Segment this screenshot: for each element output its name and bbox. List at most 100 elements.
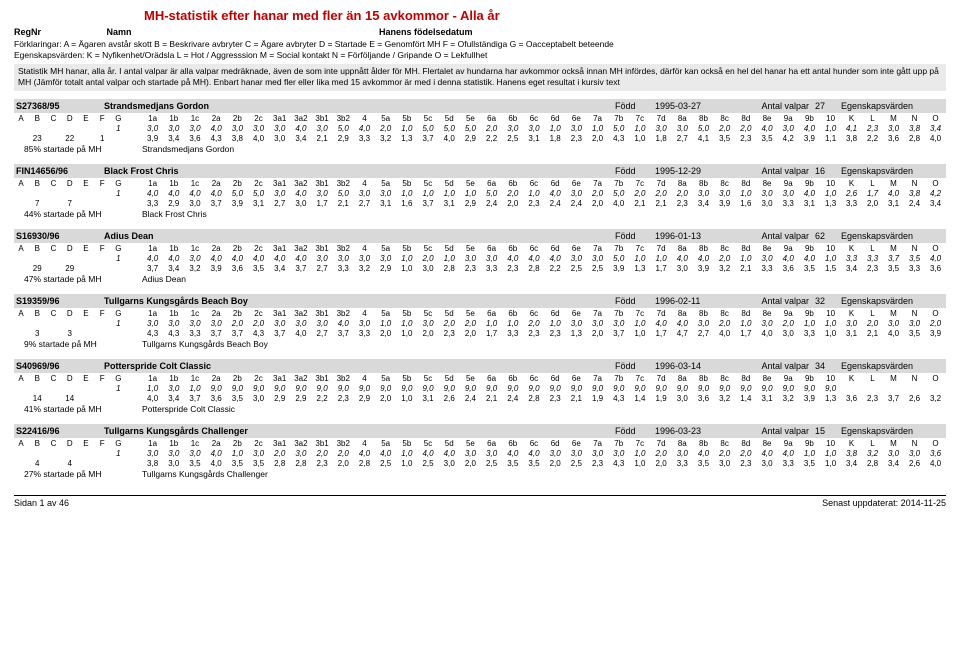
dog-header: S22416/96Tullgarns Kungsgårds Challenger… xyxy=(14,424,946,438)
cell: 3,0 xyxy=(587,254,608,263)
cell: 3,3 xyxy=(799,329,820,338)
dog-name: Tullgarns Kungsgårds Beach Boy xyxy=(104,296,615,306)
data-col: 5e xyxy=(460,309,481,318)
data-col: 5a xyxy=(375,114,396,123)
data-col: 8d xyxy=(735,179,756,188)
data-col: 6a xyxy=(481,374,502,383)
cell: 4,0 xyxy=(206,254,227,263)
cell: 4,0 xyxy=(756,449,777,458)
data-col: 10 xyxy=(820,309,841,318)
cell: 1,7 xyxy=(651,329,672,338)
cell: 4,0 xyxy=(290,189,311,198)
cell: 2,6 xyxy=(439,394,460,403)
valpar-label: Antal valpar xyxy=(735,361,815,371)
cell: 3,2 xyxy=(714,264,735,273)
valpar-value: 16 xyxy=(815,166,841,176)
cell: 3,0 xyxy=(756,459,777,468)
cell: 3,0 xyxy=(290,449,311,458)
data-col: 1a xyxy=(142,179,163,188)
data-col: 3b1 xyxy=(312,244,333,253)
cell: 3,0 xyxy=(184,449,205,458)
cell: 4,0 xyxy=(799,124,820,133)
tail-cell: 3,0 xyxy=(841,319,862,328)
tail-cell: 4,0 xyxy=(883,189,904,198)
lead-val xyxy=(14,329,28,338)
cell: 3,5 xyxy=(248,459,269,468)
pct-row: 44% startade på MHBlack Frost Chris xyxy=(14,209,946,219)
data-col: 8e xyxy=(756,309,777,318)
cell: 4,0 xyxy=(502,254,523,263)
tail-col: M xyxy=(883,309,904,318)
cell: 1,7 xyxy=(651,264,672,273)
cell: 1,0 xyxy=(735,254,756,263)
cell: 3,7 xyxy=(206,329,227,338)
lead-col: F xyxy=(95,244,109,253)
data-col: 5c xyxy=(417,439,438,448)
cell: 2,0 xyxy=(651,459,672,468)
cell: 2,0 xyxy=(714,319,735,328)
lead-val xyxy=(95,189,109,198)
tail-col: K xyxy=(841,244,862,253)
tail-cell: 2,0 xyxy=(862,319,883,328)
data-col: 5d xyxy=(439,244,460,253)
pct-text: 27% startade på MH xyxy=(14,469,142,479)
lead-val xyxy=(46,254,60,263)
cell: 5,0 xyxy=(460,124,481,133)
cell: 3,1 xyxy=(523,134,544,143)
lead-col: B xyxy=(30,439,44,448)
data-col: 3b1 xyxy=(312,374,333,383)
lead-val xyxy=(79,124,93,133)
lead-val xyxy=(30,189,44,198)
tail-cell xyxy=(904,384,925,393)
pct-text: 41% startade på MH xyxy=(14,404,142,414)
cell: 3,0 xyxy=(333,254,354,263)
lead-val xyxy=(79,134,93,143)
data-col: 5d xyxy=(439,114,460,123)
cell: 2,0 xyxy=(523,319,544,328)
cell: 2,0 xyxy=(714,254,735,263)
cell: 3,0 xyxy=(163,384,184,393)
cell: 3,1 xyxy=(375,199,396,208)
tail-cell: 3,8 xyxy=(904,189,925,198)
cell: 9,0 xyxy=(629,384,650,393)
lead-val: 29 xyxy=(63,264,77,273)
lead-col: E xyxy=(79,179,93,188)
tail-cell: 4,0 xyxy=(925,134,946,143)
cell: 3,0 xyxy=(439,459,460,468)
dog-regnr: S40969/96 xyxy=(14,361,104,371)
dog-header: S40969/96Potterspride Colt ClassicFödd19… xyxy=(14,359,946,373)
cell: 9,0 xyxy=(439,384,460,393)
cell: 2,0 xyxy=(417,329,438,338)
data-col: 1c xyxy=(184,309,205,318)
lead-val xyxy=(79,384,93,393)
tail-cell: 3,9 xyxy=(925,329,946,338)
cell: 3,5 xyxy=(248,264,269,273)
cell: 2,5 xyxy=(502,134,523,143)
cell: 2,3 xyxy=(523,199,544,208)
cell: 1,6 xyxy=(735,199,756,208)
cell: 4,0 xyxy=(227,254,248,263)
tail-col: M xyxy=(883,374,904,383)
lead-val xyxy=(111,329,125,338)
data-col: 2c xyxy=(248,309,269,318)
pct-row: 41% startade på MHPotterspride Colt Clas… xyxy=(14,404,946,414)
cell: 2,3 xyxy=(439,329,460,338)
cell: 3,3 xyxy=(672,459,693,468)
data-col: 3b1 xyxy=(312,309,333,318)
lead-col: D xyxy=(63,179,77,188)
cell: 4,3 xyxy=(142,329,163,338)
data-col: 5b xyxy=(396,374,417,383)
cell: 2,0 xyxy=(375,394,396,403)
cell: 1,9 xyxy=(651,394,672,403)
tail-cell xyxy=(841,384,862,393)
egenskap-label: Egenskapsvärden xyxy=(841,296,946,306)
cell: 4,0 xyxy=(290,254,311,263)
lead-val: 7 xyxy=(63,199,77,208)
cell: 3,2 xyxy=(375,134,396,143)
cell: 2,9 xyxy=(460,134,481,143)
value-row: 1 3,03,03,04,01,03,02,03,02,02,04,04,01,… xyxy=(14,449,946,458)
lead-val xyxy=(14,134,28,143)
data-col: 3b2 xyxy=(333,439,354,448)
lead-col: E xyxy=(79,244,93,253)
cell: 3,4 xyxy=(163,394,184,403)
